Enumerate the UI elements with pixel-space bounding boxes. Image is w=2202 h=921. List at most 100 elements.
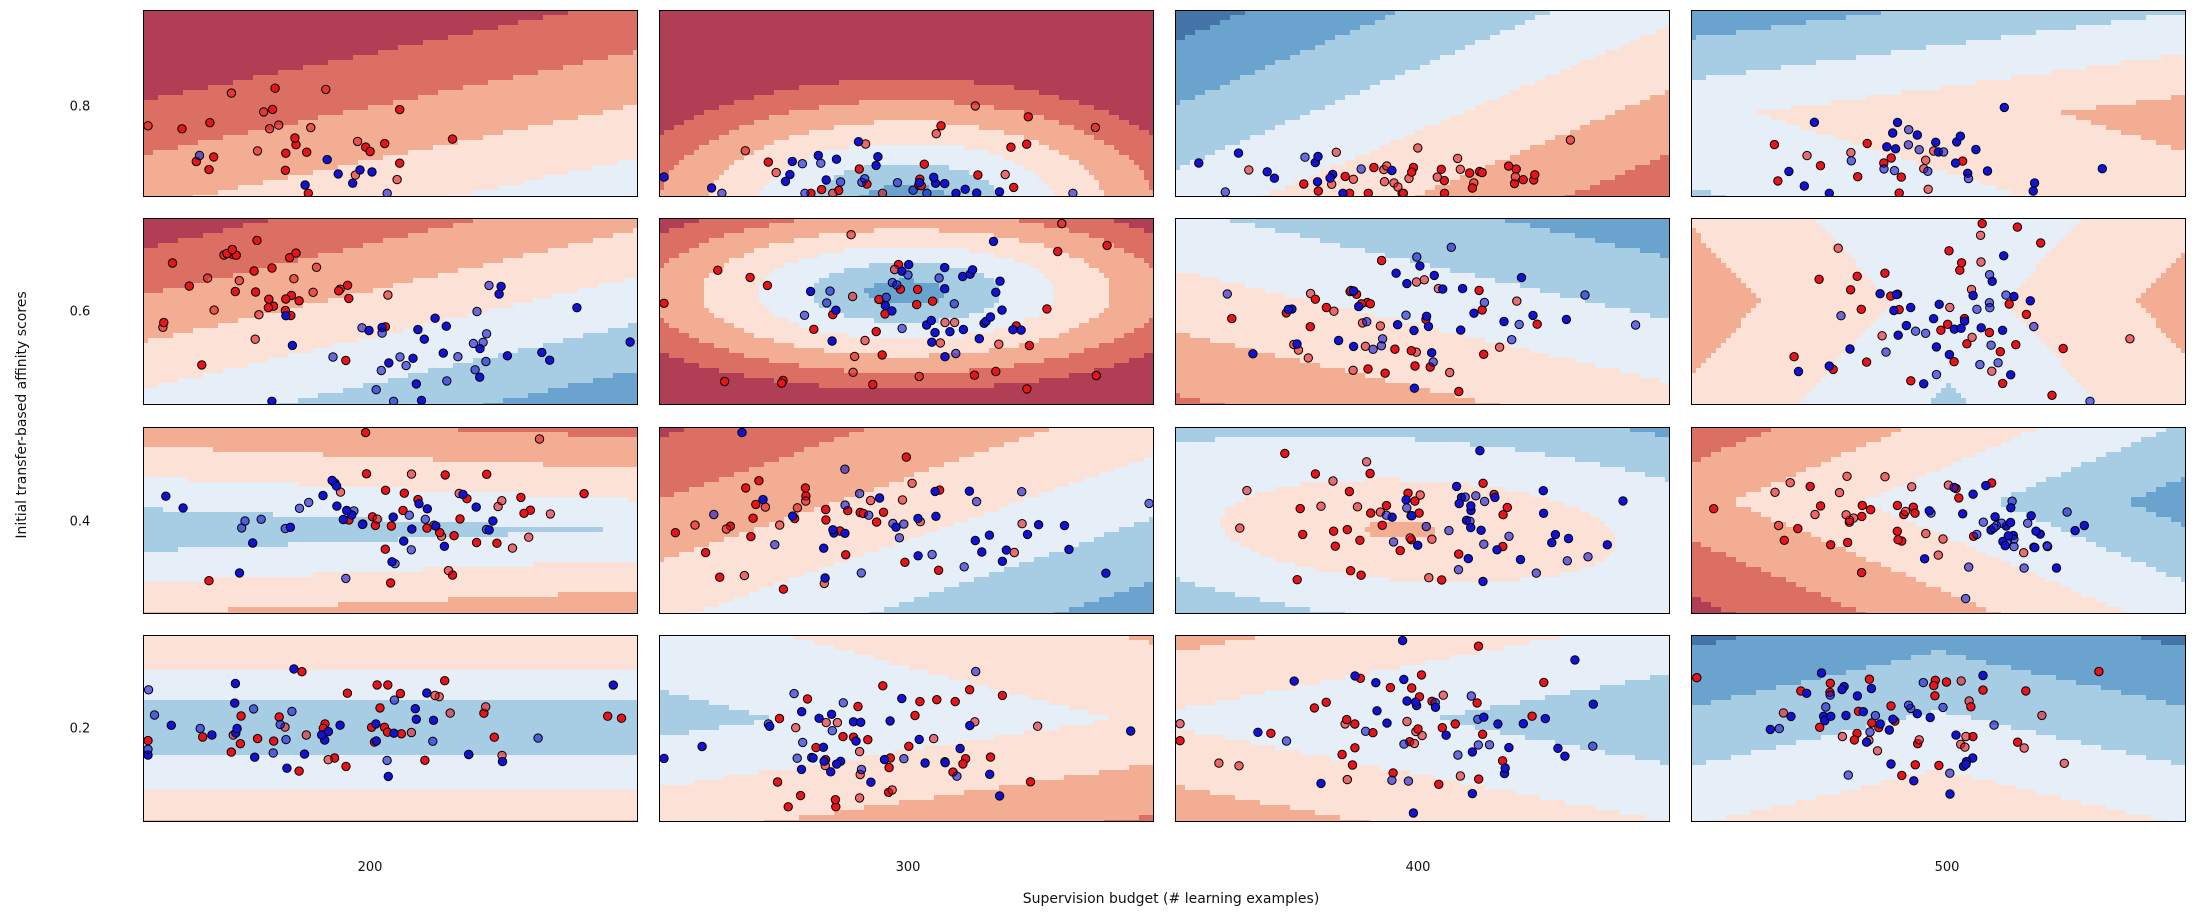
blue-point	[930, 173, 938, 181]
red-point	[144, 736, 152, 744]
blue-point	[195, 151, 203, 159]
blue-point	[372, 720, 380, 728]
red-point	[1893, 501, 1901, 509]
red-point	[1533, 320, 1541, 328]
red-point	[1329, 477, 1337, 485]
blue-point	[932, 512, 940, 520]
blue-point	[1410, 384, 1418, 392]
blue-point	[861, 175, 869, 183]
blue-point	[1554, 744, 1562, 752]
red-point	[1774, 521, 1782, 529]
red-point	[444, 566, 452, 574]
blue-point	[1314, 152, 1322, 160]
red-point	[2060, 759, 2068, 767]
red-point	[1937, 326, 1945, 334]
blue-point	[384, 772, 392, 780]
red-point	[1495, 343, 1503, 351]
red-point	[777, 379, 785, 387]
red-point	[1945, 247, 1953, 255]
red-point	[2013, 738, 2021, 746]
red-point	[722, 525, 730, 533]
red-point	[335, 287, 343, 295]
blue-point	[898, 324, 906, 332]
blue-point	[874, 153, 882, 161]
blue-point	[1221, 188, 1229, 196]
red-point	[1873, 747, 1881, 755]
red-point	[1895, 189, 1903, 197]
red-point	[1311, 295, 1319, 303]
red-point	[1366, 469, 1374, 477]
blue-point	[781, 177, 789, 185]
blue-point	[833, 760, 841, 768]
blue-point	[855, 489, 863, 497]
red-point	[271, 84, 279, 92]
blue-point	[1339, 189, 1347, 197]
red-point	[275, 121, 283, 129]
blue-point	[2006, 518, 2014, 526]
red-point	[546, 510, 554, 518]
blue-point	[1480, 713, 1488, 721]
red-point	[290, 275, 298, 283]
blue-point	[286, 523, 294, 531]
red-point	[842, 551, 850, 559]
decision-surface	[659, 218, 1154, 405]
blue-point	[800, 311, 808, 319]
red-point	[381, 139, 389, 147]
red-point	[1901, 507, 1909, 515]
blue-point	[1477, 526, 1485, 534]
blue-point	[841, 465, 849, 473]
red-point	[1349, 175, 1357, 183]
blue-point	[1994, 359, 2002, 367]
blue-point	[852, 737, 860, 745]
blue-point	[789, 512, 797, 520]
blue-point	[378, 329, 386, 337]
red-point	[986, 753, 994, 761]
red-point	[796, 791, 804, 799]
red-point	[1314, 187, 1322, 195]
blue-point	[231, 699, 239, 707]
panel-0.8-400	[1175, 10, 1670, 197]
blue-point	[961, 185, 969, 193]
blue-point	[328, 476, 336, 484]
blue-point	[1403, 697, 1411, 705]
row-label-2: 0.6	[58, 305, 102, 320]
blue-point	[1505, 532, 1513, 540]
red-point	[1939, 535, 1947, 543]
red-point	[535, 435, 543, 443]
red-point	[1438, 576, 1446, 584]
blue-point	[1373, 707, 1381, 715]
blue-point	[389, 397, 397, 405]
red-point	[855, 747, 863, 755]
blue-point	[1787, 712, 1795, 720]
blue-point	[609, 681, 617, 689]
red-point	[1827, 541, 1835, 549]
blue-point	[235, 569, 243, 577]
red-point	[916, 697, 924, 705]
blue-point	[1069, 189, 1077, 197]
red-point	[1311, 470, 1319, 478]
blue-point	[2000, 103, 2008, 111]
red-point	[1946, 303, 1954, 311]
red-point	[1396, 546, 1404, 554]
red-point	[1834, 244, 1842, 252]
red-point	[1478, 168, 1486, 176]
blue-point	[1355, 302, 1363, 310]
red-point	[1816, 502, 1824, 510]
blue-point	[1389, 538, 1397, 546]
red-point	[1842, 511, 1850, 519]
red-point	[517, 493, 525, 501]
blue-point	[1929, 315, 1937, 323]
blue-point	[799, 738, 807, 746]
red-point	[1935, 761, 1943, 769]
blue-point	[915, 735, 923, 743]
red-point	[1475, 775, 1483, 783]
blue-point	[1500, 317, 1508, 325]
blue-point	[319, 491, 327, 499]
red-point	[879, 682, 887, 690]
blue-point	[372, 386, 380, 394]
blue-point	[1351, 672, 1359, 680]
red-point	[1771, 488, 1779, 496]
red-point	[1843, 472, 1851, 480]
red-point	[1934, 551, 1942, 559]
red-point	[671, 529, 679, 537]
